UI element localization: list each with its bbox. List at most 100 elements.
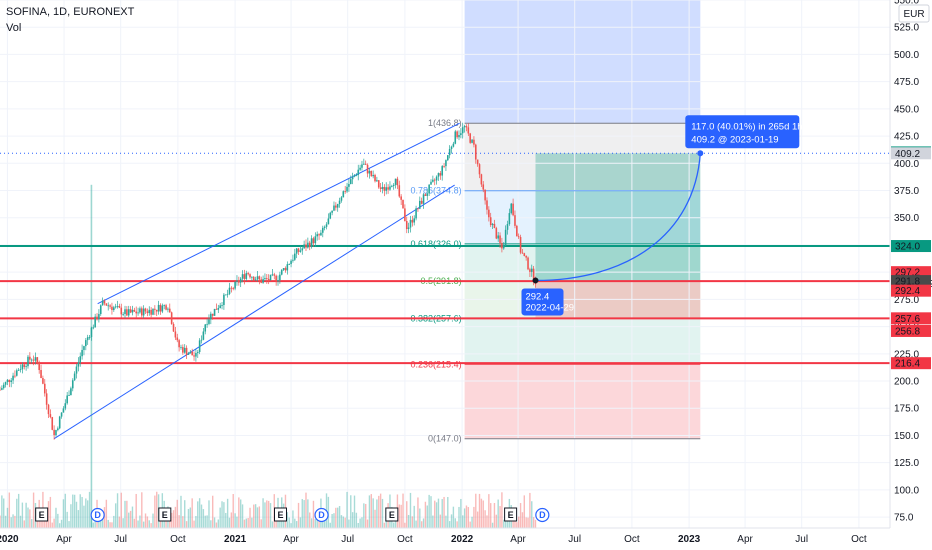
candle <box>370 170 373 177</box>
volume-bar <box>447 497 449 528</box>
x-tick-label: 2023 <box>678 534 701 545</box>
candle <box>312 238 315 244</box>
dividend-marker-label: D <box>318 510 325 520</box>
volume-bar <box>176 499 178 528</box>
volume-bar <box>493 503 496 528</box>
volume-bar <box>342 516 345 528</box>
volume-bar <box>491 522 494 528</box>
volume-bar <box>297 502 300 528</box>
volume-bar <box>337 507 339 528</box>
candle <box>86 337 89 341</box>
candle <box>144 308 147 312</box>
candle <box>77 362 80 367</box>
volume-bar <box>262 498 264 528</box>
candle <box>504 229 507 246</box>
volume-bar <box>118 516 121 528</box>
volume-bar <box>221 501 223 528</box>
candle <box>183 347 186 353</box>
volume-bar <box>417 497 419 528</box>
forecast-label-box <box>685 115 800 149</box>
candle <box>142 308 145 316</box>
volume-bar <box>256 507 259 528</box>
candle <box>374 174 376 182</box>
candle <box>155 309 158 312</box>
volume-bar <box>202 509 205 528</box>
volume-bar <box>521 512 524 528</box>
volume-bar <box>182 516 184 528</box>
volume-bar <box>239 499 242 528</box>
volume-bar <box>355 512 358 528</box>
volume-bar <box>83 505 85 528</box>
candle <box>446 155 449 161</box>
candle <box>495 228 498 239</box>
volume-bar <box>128 512 130 528</box>
candle <box>420 200 423 204</box>
candle <box>404 208 406 222</box>
volume-bar <box>27 507 29 528</box>
candle <box>60 412 63 417</box>
candle <box>335 205 337 208</box>
candle <box>32 359 35 361</box>
volume-bar <box>122 518 124 528</box>
candle <box>122 314 124 315</box>
volume-bar <box>503 519 505 528</box>
candle <box>135 311 138 314</box>
volume-bar <box>217 519 220 528</box>
candle <box>363 163 365 165</box>
volume-bar <box>156 491 158 528</box>
candle <box>502 245 505 249</box>
volume-bar <box>365 503 367 528</box>
candle <box>310 238 313 247</box>
candle <box>103 300 106 304</box>
candle <box>120 307 123 315</box>
candle <box>126 309 128 316</box>
candle <box>105 303 108 306</box>
candle <box>387 187 389 190</box>
volume-bar <box>204 515 206 528</box>
volume-bar <box>243 519 246 528</box>
volume-bar <box>267 500 270 528</box>
volume-bar <box>490 503 492 528</box>
volume-bar <box>53 518 55 528</box>
candle <box>150 309 152 315</box>
candle <box>73 373 76 381</box>
candle <box>392 184 395 186</box>
volume-bar <box>497 499 499 528</box>
candle <box>413 218 416 223</box>
candle <box>529 269 531 272</box>
volume-bar <box>264 502 266 528</box>
volume-bar <box>422 518 425 528</box>
candle <box>473 139 475 145</box>
candle <box>493 223 496 229</box>
candle <box>99 305 102 315</box>
price-label: 256.8 <box>895 326 920 337</box>
volume-bar <box>295 521 298 528</box>
candle <box>85 340 87 347</box>
volume-bar <box>75 501 78 528</box>
candle <box>111 306 113 311</box>
volume-bar <box>131 506 134 528</box>
volume-bar <box>142 521 145 528</box>
y-tick-label: 475.0 <box>894 77 919 88</box>
volume-bar <box>406 501 408 528</box>
price-label: 292.4 <box>895 286 920 297</box>
currency-label[interactable]: EUR <box>903 9 924 20</box>
volume-bar <box>465 505 468 528</box>
candle <box>206 323 208 325</box>
candle <box>94 316 96 328</box>
candle <box>51 417 54 430</box>
x-tick-label: Oct <box>397 534 413 545</box>
candle <box>476 159 479 165</box>
volume-bar <box>135 493 137 528</box>
volume-bar <box>234 513 236 528</box>
volume-bar <box>124 500 126 528</box>
volume-bar <box>351 512 354 528</box>
volume-bar <box>225 512 227 528</box>
volume-bar <box>258 506 261 528</box>
candle <box>443 166 445 167</box>
candle <box>30 359 33 361</box>
forecast-change-label: 117.0 (40.01%) in 265d 1h <box>691 121 802 132</box>
projection-zone <box>464 0 701 124</box>
volume-bar <box>381 498 384 528</box>
